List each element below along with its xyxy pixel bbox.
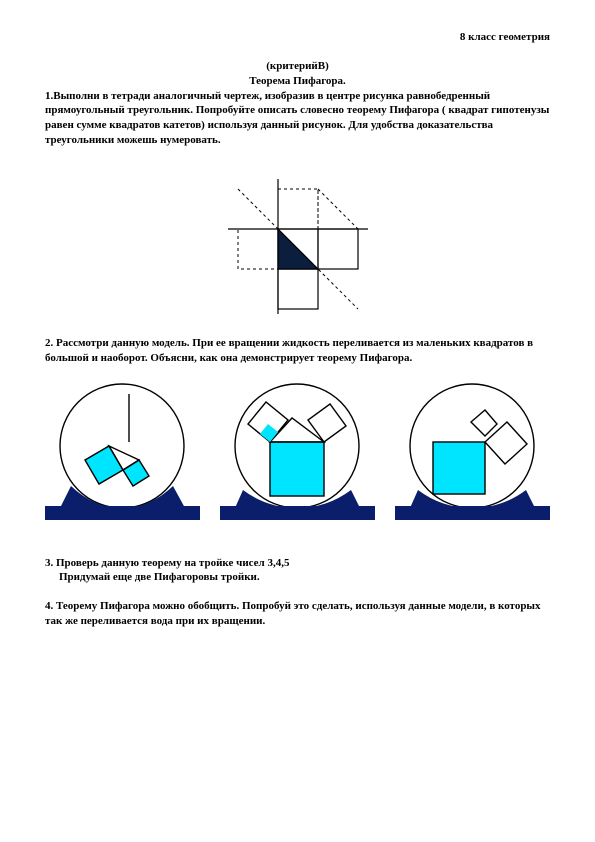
model-1-svg — [45, 380, 200, 520]
figure-row — [45, 380, 550, 520]
model-3-svg — [395, 380, 550, 520]
task-3-line1: 3. Проверь данную теорему на тройке чисе… — [45, 556, 550, 571]
task-3-line2: Придумай еще две Пифагоровы тройки. — [45, 570, 550, 585]
task-1-text: 1.Выполни в тетради аналогичный чертеж, … — [45, 89, 550, 148]
page-header-class: 8 класс геометрия — [45, 30, 550, 45]
figure-1-wrap — [45, 174, 550, 324]
task-4-text: 4. Теорему Пифагора можно обобщить. Попр… — [45, 599, 550, 629]
task-2-text: 2. Рассмотри данную модель. При ее враще… — [45, 336, 550, 366]
figure-1-svg — [223, 174, 373, 324]
criterion-label: (критерийВ) — [45, 59, 550, 74]
page-title: Теорема Пифагора. — [45, 74, 550, 89]
model-2-svg — [220, 380, 375, 520]
